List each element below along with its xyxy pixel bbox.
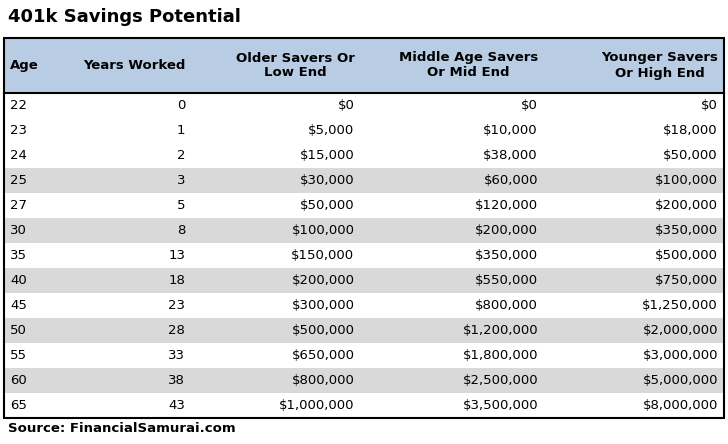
Text: 18: 18 [168, 274, 185, 287]
Text: $300,000: $300,000 [291, 299, 355, 312]
Bar [4, 293, 724, 318]
Text: $2,000,000: $2,000,000 [643, 324, 718, 337]
Text: $3,500,000: $3,500,000 [462, 399, 538, 412]
Text: $5,000: $5,000 [308, 124, 355, 137]
Text: $100,000: $100,000 [291, 224, 355, 237]
Bar [4, 368, 724, 393]
Text: $120,000: $120,000 [475, 199, 538, 212]
Text: $550,000: $550,000 [475, 274, 538, 287]
Text: Age: Age [10, 59, 39, 72]
Text: Middle Age Savers
Or Mid End: Middle Age Savers Or Mid End [399, 52, 538, 79]
Text: Years Worked: Years Worked [83, 59, 185, 72]
Text: $800,000: $800,000 [291, 374, 355, 387]
Text: 55: 55 [10, 349, 27, 362]
Text: $10,000: $10,000 [483, 124, 538, 137]
Text: $8,000,000: $8,000,000 [643, 399, 718, 412]
Text: 45: 45 [10, 299, 27, 312]
Text: 2: 2 [177, 149, 185, 162]
Bar [4, 418, 724, 444]
Text: $150,000: $150,000 [291, 249, 355, 262]
Text: Source: FinancialSamurai.com: Source: FinancialSamurai.com [8, 422, 236, 435]
Text: 43: 43 [168, 399, 185, 412]
Text: $38,000: $38,000 [483, 149, 538, 162]
Bar [4, 168, 724, 193]
Text: $200,000: $200,000 [291, 274, 355, 287]
Bar [4, 218, 724, 243]
Text: Younger Savers
Or High End: Younger Savers Or High End [601, 52, 718, 79]
Text: 0: 0 [177, 99, 185, 112]
Text: 65: 65 [10, 399, 27, 412]
Text: $800,000: $800,000 [475, 299, 538, 312]
Text: 30: 30 [10, 224, 27, 237]
Text: $5,000,000: $5,000,000 [643, 374, 718, 387]
Text: $500,000: $500,000 [291, 324, 355, 337]
Text: 38: 38 [168, 374, 185, 387]
Bar [4, 393, 724, 418]
Text: $50,000: $50,000 [300, 199, 355, 212]
Bar [4, 38, 724, 93]
Text: $0: $0 [701, 99, 718, 112]
Text: $18,000: $18,000 [663, 124, 718, 137]
Text: $650,000: $650,000 [291, 349, 355, 362]
Text: $0: $0 [521, 99, 538, 112]
Text: 35: 35 [10, 249, 27, 262]
Text: $30,000: $30,000 [300, 174, 355, 187]
Text: 24: 24 [10, 149, 27, 162]
Text: 13: 13 [168, 249, 185, 262]
Text: 23: 23 [10, 124, 27, 137]
Text: Older Savers Or
Low End: Older Savers Or Low End [236, 52, 355, 79]
Text: 3: 3 [177, 174, 185, 187]
Text: $500,000: $500,000 [655, 249, 718, 262]
Text: $1,250,000: $1,250,000 [642, 299, 718, 312]
Text: 40: 40 [10, 274, 27, 287]
Text: 1: 1 [177, 124, 185, 137]
Bar [4, 93, 724, 118]
Text: 60: 60 [10, 374, 27, 387]
Text: $60,000: $60,000 [483, 174, 538, 187]
Text: $0: $0 [338, 99, 355, 112]
Bar [4, 243, 724, 268]
Text: $100,000: $100,000 [655, 174, 718, 187]
Bar [4, 193, 724, 218]
Bar [4, 318, 724, 343]
Text: $1,200,000: $1,200,000 [462, 324, 538, 337]
Bar [4, 268, 724, 293]
Text: 25: 25 [10, 174, 27, 187]
Text: 50: 50 [10, 324, 27, 337]
Text: $200,000: $200,000 [475, 224, 538, 237]
Text: 33: 33 [168, 349, 185, 362]
Text: $350,000: $350,000 [655, 224, 718, 237]
Bar [4, 118, 724, 143]
Text: 27: 27 [10, 199, 27, 212]
Text: $3,000,000: $3,000,000 [643, 349, 718, 362]
Text: $15,000: $15,000 [300, 149, 355, 162]
Bar [4, 343, 724, 368]
Bar [4, 38, 724, 418]
Text: $750,000: $750,000 [655, 274, 718, 287]
Text: $1,000,000: $1,000,000 [279, 399, 355, 412]
Text: 28: 28 [168, 324, 185, 337]
Text: 401k Savings Potential: 401k Savings Potential [8, 8, 241, 26]
Text: $350,000: $350,000 [475, 249, 538, 262]
Text: 8: 8 [177, 224, 185, 237]
Bar [4, 143, 724, 168]
Text: $2,500,000: $2,500,000 [462, 374, 538, 387]
Text: $50,000: $50,000 [663, 149, 718, 162]
Text: 5: 5 [177, 199, 185, 212]
Text: 23: 23 [168, 299, 185, 312]
Text: 22: 22 [10, 99, 27, 112]
Text: $1,800,000: $1,800,000 [462, 349, 538, 362]
Text: $200,000: $200,000 [655, 199, 718, 212]
